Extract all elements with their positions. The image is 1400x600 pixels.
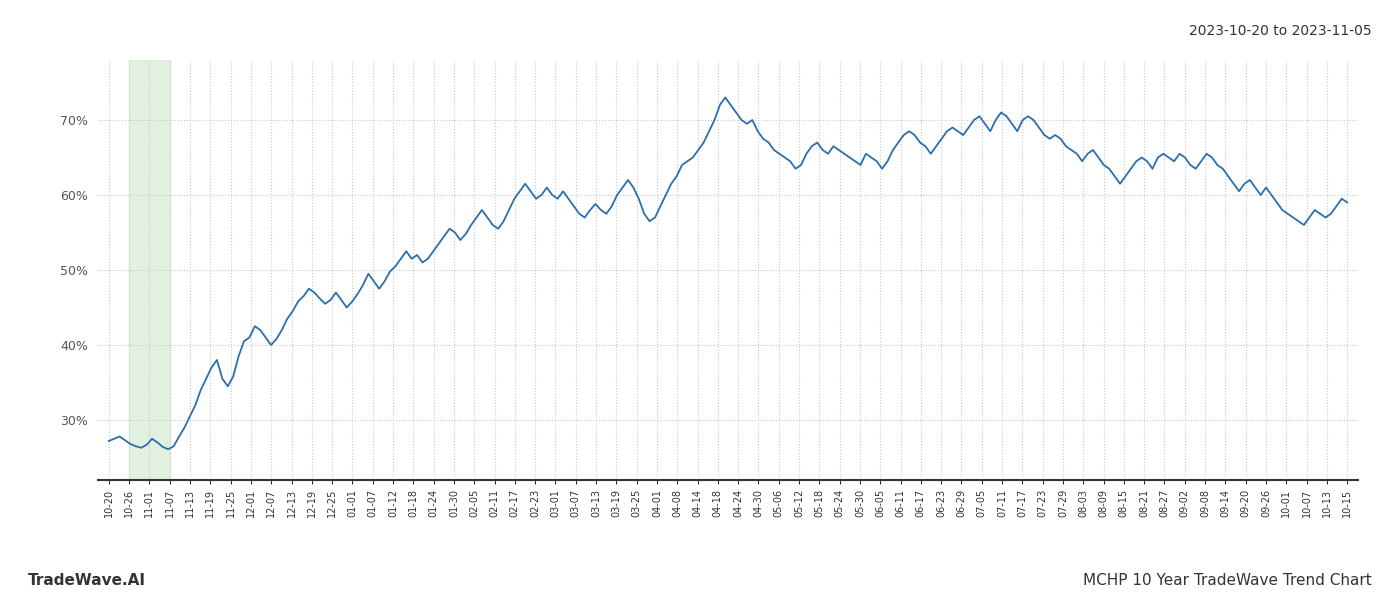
Bar xyxy=(129,60,169,480)
Text: 2023-10-20 to 2023-11-05: 2023-10-20 to 2023-11-05 xyxy=(1190,24,1372,38)
Text: MCHP 10 Year TradeWave Trend Chart: MCHP 10 Year TradeWave Trend Chart xyxy=(1084,573,1372,588)
Text: TradeWave.AI: TradeWave.AI xyxy=(28,573,146,588)
